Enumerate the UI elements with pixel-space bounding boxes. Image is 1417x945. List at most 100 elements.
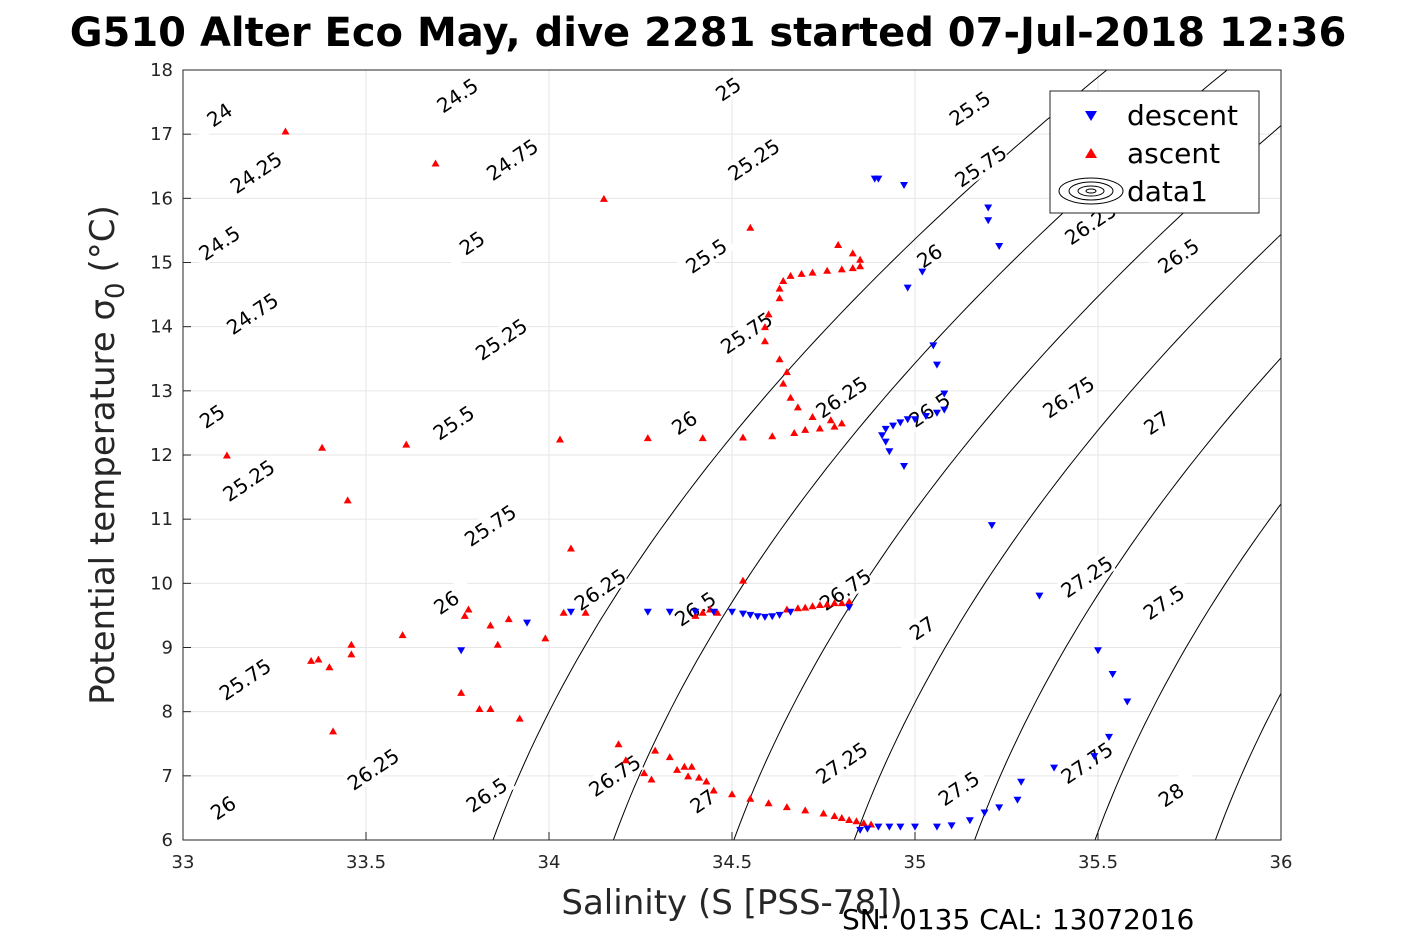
y-tick-label: 11 <box>150 509 173 530</box>
descent-point <box>896 823 905 831</box>
contour-label-background <box>482 134 542 184</box>
ascent-point <box>738 433 747 441</box>
contour-label-background <box>193 782 253 832</box>
ascent-point <box>713 608 722 616</box>
ascent-point <box>281 127 290 135</box>
contour-label-background <box>471 313 531 364</box>
sensor-calibration-footer: SN: 0135 CAL: 13072016 <box>842 903 1194 936</box>
ascent-point <box>307 656 316 664</box>
descent-point <box>932 409 941 417</box>
ascent-point <box>687 762 696 770</box>
descent-point <box>874 823 883 831</box>
descent-point <box>1050 764 1059 772</box>
ascent-point <box>801 603 810 611</box>
ascent-point <box>856 255 865 263</box>
y-tick-label: 9 <box>162 638 173 659</box>
ascent-point <box>746 794 755 802</box>
contour-label-background <box>811 737 871 787</box>
ascent-point <box>541 634 550 642</box>
descent-point <box>881 438 890 446</box>
ascent-point <box>621 756 630 764</box>
contour-label-background <box>698 63 758 114</box>
descent-point <box>845 604 854 612</box>
ascent-point <box>786 393 795 401</box>
ascent-point <box>837 265 846 273</box>
descent-point <box>995 242 1004 250</box>
descent-point <box>863 825 872 833</box>
ascent-point <box>486 704 495 712</box>
ascent-point <box>698 434 707 442</box>
ascent-point <box>848 264 857 272</box>
legend-descent-marker <box>1085 111 1097 121</box>
contour-label-background <box>456 769 516 820</box>
ascent-point <box>504 615 513 623</box>
ascent-point <box>830 422 839 430</box>
y-tick-label: 15 <box>150 253 173 274</box>
contour-label-background <box>672 775 732 826</box>
x-axis-ticks: 33 33.5 34 34.5 35 35.5 36 <box>172 832 1292 873</box>
ascent-point <box>852 817 861 825</box>
ascent-point <box>673 765 682 773</box>
ascent-point <box>815 601 824 609</box>
x-tick-label: 33 <box>172 852 195 873</box>
contour-label-background <box>423 397 483 447</box>
ascent-point <box>460 611 469 619</box>
y-tick-label: 8 <box>162 702 173 723</box>
ascent-point <box>684 772 693 780</box>
chart-title: G510 Alter Eco May, dive 2281 started 07… <box>70 10 1347 56</box>
descent-point <box>903 416 912 424</box>
descent-point <box>566 608 575 616</box>
y-tick-label: 16 <box>150 188 173 209</box>
descent-point <box>691 608 700 616</box>
y-tick-label: 6 <box>162 830 173 851</box>
ascent-point <box>837 814 846 822</box>
ascent-point <box>464 605 473 613</box>
ascent-point <box>680 762 689 770</box>
ascent-point <box>329 727 338 735</box>
ascent-point <box>760 337 769 345</box>
legend: descent ascent data1 <box>1049 90 1260 214</box>
contour-label-background <box>460 499 520 550</box>
descent-point <box>768 613 777 621</box>
ascent-point <box>823 266 832 274</box>
isopycnal-line <box>1336 70 1417 840</box>
ascent-point <box>647 775 656 783</box>
isopycnal-line <box>1214 692 1281 840</box>
descent-point <box>984 204 993 212</box>
descent-point <box>643 608 652 616</box>
descent-point <box>900 463 909 471</box>
descent-point <box>1035 592 1044 600</box>
ascent-point <box>848 249 857 257</box>
ascent-point <box>515 714 524 722</box>
y-tick-label: 14 <box>150 317 173 338</box>
contour-label-background <box>189 217 249 268</box>
isopycnal-line <box>974 357 1281 840</box>
ascent-point <box>815 424 824 432</box>
ascent-point <box>643 434 652 442</box>
ascent-point <box>775 355 784 363</box>
y-tick-label: 13 <box>150 381 173 402</box>
contour-label-background <box>811 371 871 422</box>
ascent-point <box>790 429 799 437</box>
y-axis-label: Potential temperature σ0 (°C) <box>83 205 131 705</box>
descent-point <box>753 613 762 621</box>
ascent-point <box>314 655 323 663</box>
contour-label-background <box>215 653 275 704</box>
descent-point <box>1104 733 1113 741</box>
ascent-point <box>347 640 356 648</box>
ascent-point <box>859 819 868 827</box>
y-axis-label-sub: 0 <box>101 282 131 299</box>
ascent-point <box>830 812 839 820</box>
descent-point <box>523 619 532 627</box>
contour-label-background <box>1038 371 1098 422</box>
ascent-point <box>819 809 828 817</box>
descent-point <box>965 817 974 825</box>
x-tick-label: 34.5 <box>712 852 752 873</box>
ascent-point <box>559 608 568 616</box>
legend-contour-label: data1 <box>1127 175 1208 208</box>
legend-contour-icon <box>1058 177 1124 205</box>
legend-ascent-marker <box>1085 148 1097 158</box>
descent-point <box>1108 670 1117 678</box>
ascent-point <box>786 271 795 279</box>
y-tick-label: 18 <box>150 60 173 81</box>
